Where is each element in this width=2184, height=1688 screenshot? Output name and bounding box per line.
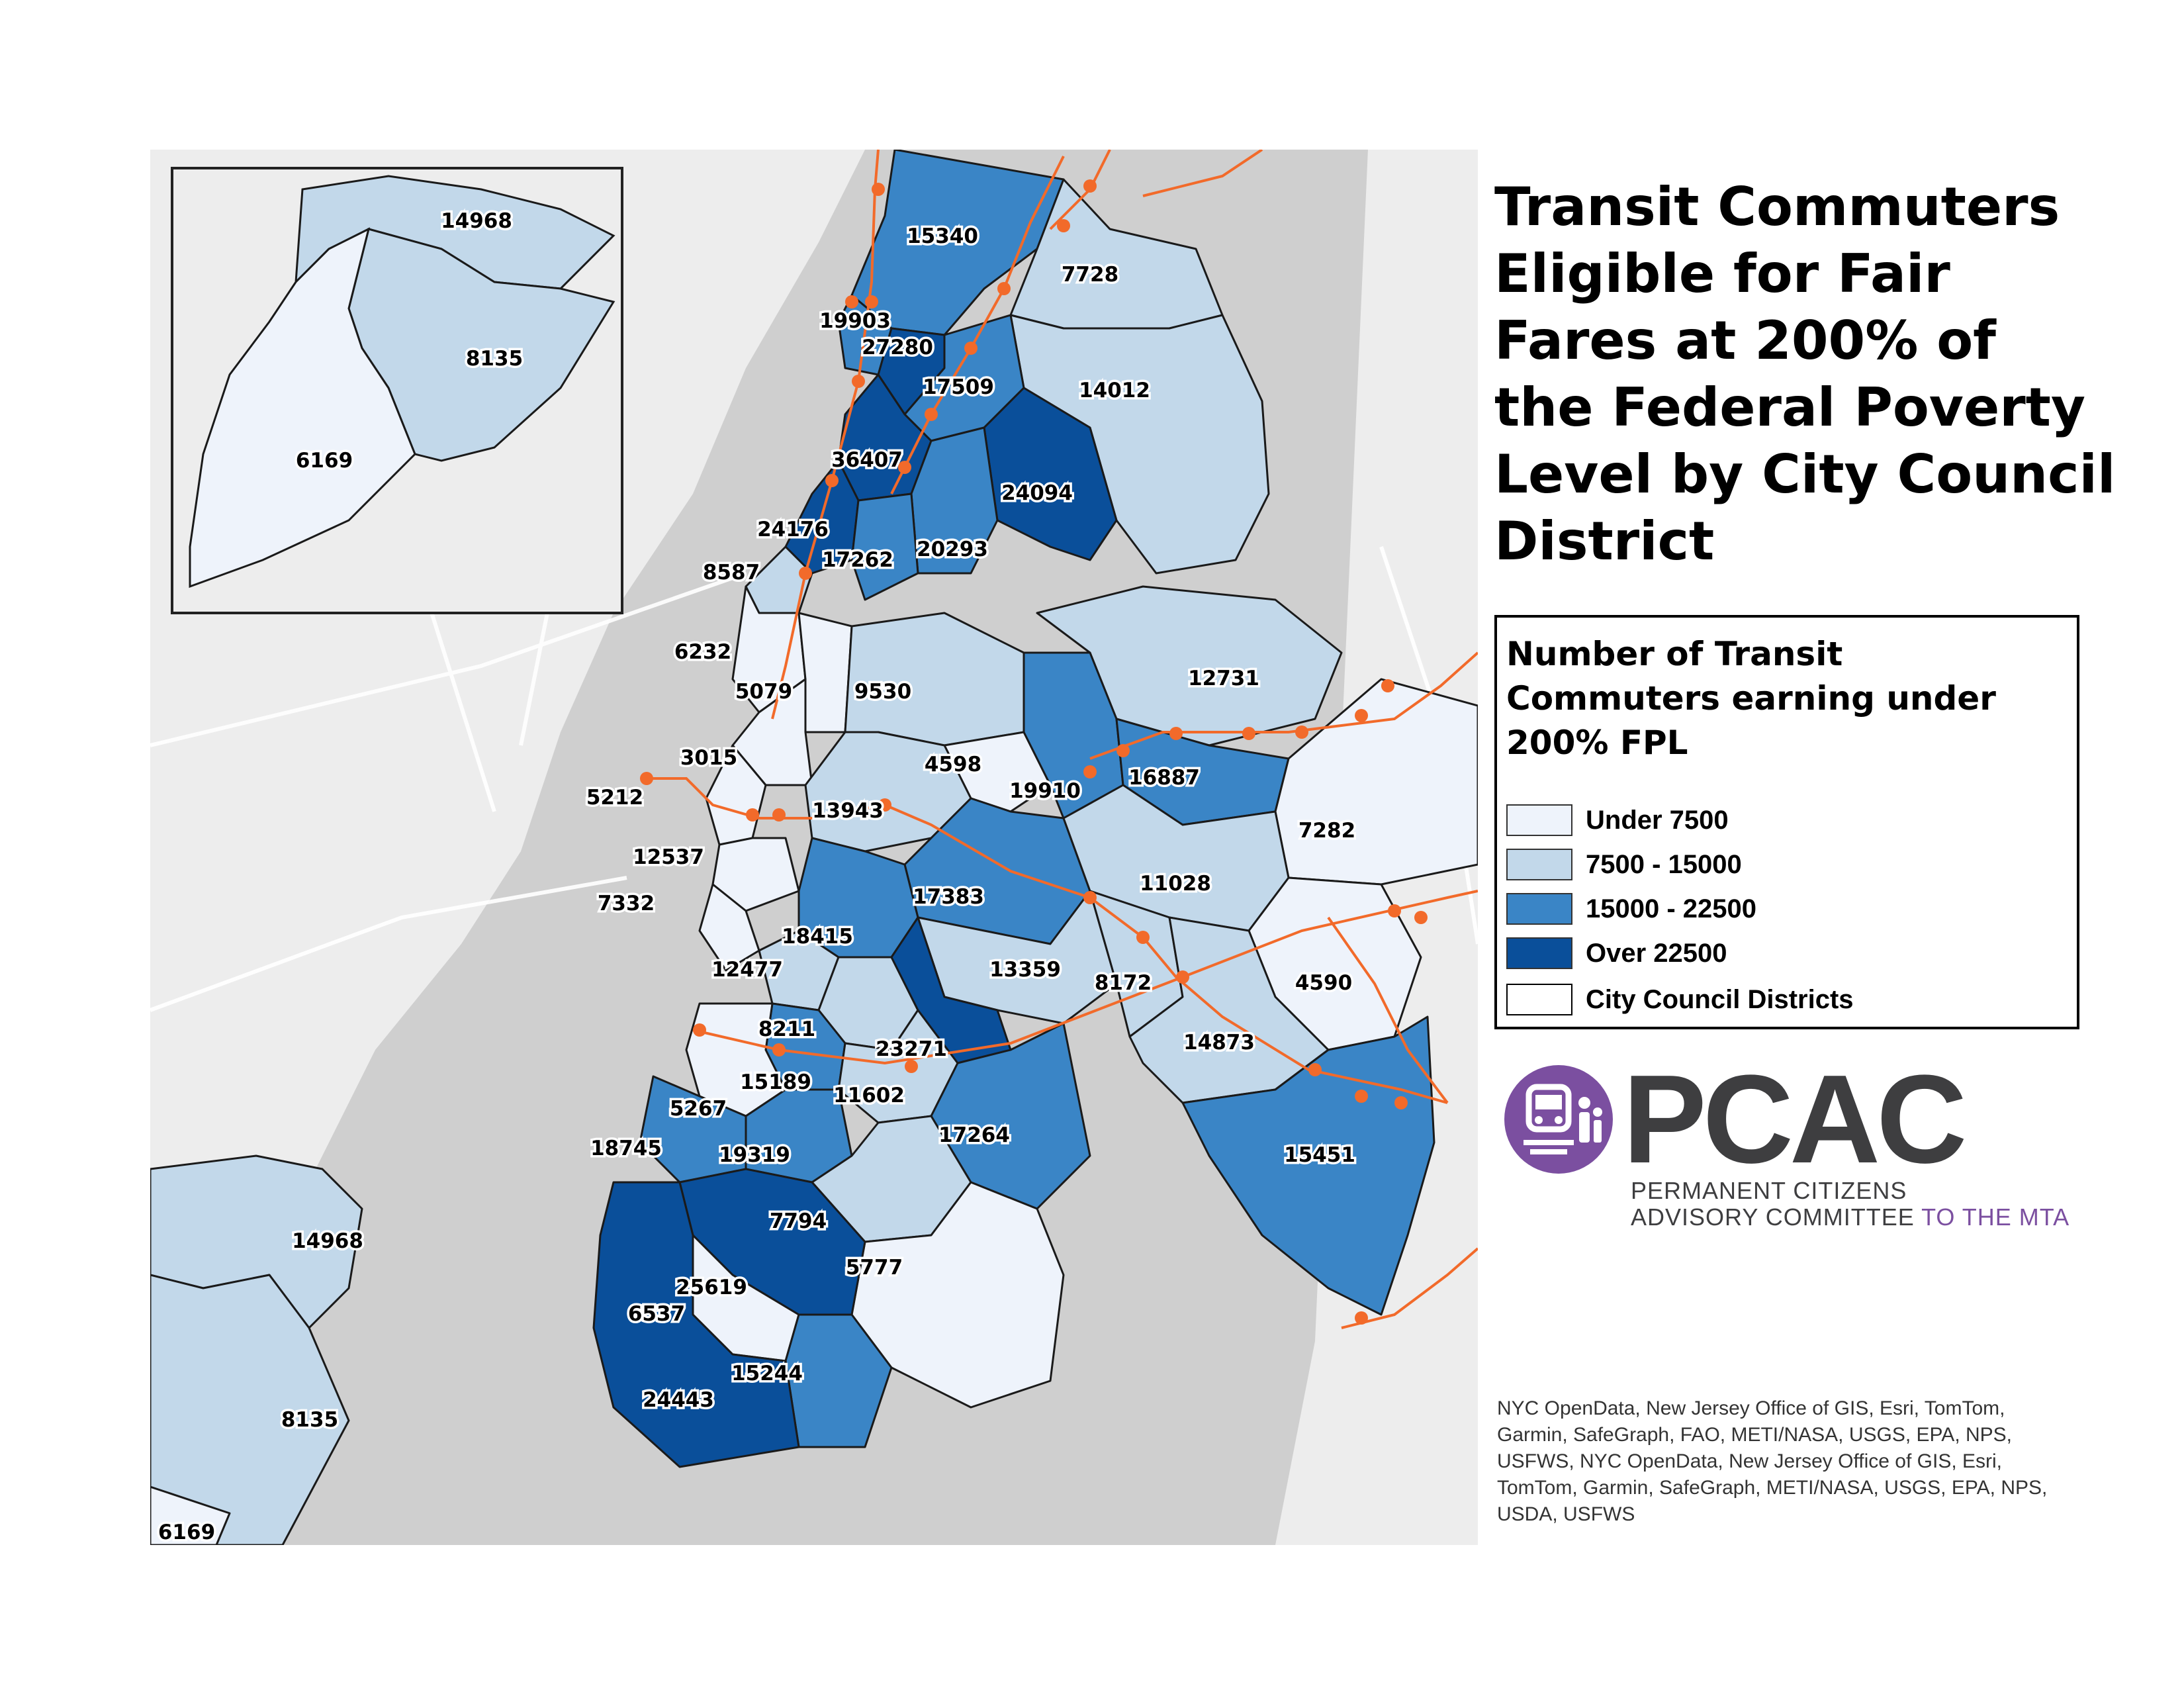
label-5212: 5212 xyxy=(586,786,643,810)
transit-stations xyxy=(640,179,1428,1325)
title-line-5: Level by City Council xyxy=(1494,444,2116,505)
title-line-3: Fares at 200% of xyxy=(1494,310,1996,371)
label-24094: 24094 xyxy=(1001,481,1073,505)
logo-tagline-2-accent: TO THE MTA xyxy=(1921,1203,2070,1231)
label-19903: 19903 xyxy=(819,309,891,333)
map-legend: Number of Transit Commuters earning unde… xyxy=(1494,615,2079,1029)
legend-title: Number of Transit Commuters earning unde… xyxy=(1506,632,1996,765)
label-8587: 8587 xyxy=(703,561,760,585)
label-4598: 4598 xyxy=(925,753,981,776)
label-24443: 24443 xyxy=(643,1388,714,1412)
district-polygons xyxy=(150,150,1478,1545)
city-council-district-map: 14968 8135 6169 15340 7728 19903 27280 1… xyxy=(150,150,1478,1545)
legend-label: Under 7500 xyxy=(1586,806,1729,835)
label-5079: 5079 xyxy=(735,680,792,704)
label-8135: 8135 xyxy=(281,1408,338,1432)
district-5079 xyxy=(797,612,853,733)
label-13943: 13943 xyxy=(812,799,884,823)
legend-label: 7500 - 15000 xyxy=(1586,850,1742,879)
label-7282: 7282 xyxy=(1298,819,1355,843)
label-9530: 9530 xyxy=(854,680,911,704)
map-title: Transit Commuters Eligible for Fair Fare… xyxy=(1494,173,2156,575)
logo-tagline-2-main: ADVISORY COMMITTEE xyxy=(1631,1203,1922,1231)
legend-label: Over 22500 xyxy=(1586,939,1727,968)
train-icon xyxy=(1504,1065,1613,1174)
label-13359: 13359 xyxy=(989,958,1061,982)
label-8211: 8211 xyxy=(758,1017,815,1041)
label-17262: 17262 xyxy=(822,548,893,572)
title-line-4: the Federal Poverty xyxy=(1494,377,2086,438)
label-6169: 6169 xyxy=(158,1521,215,1544)
inset-label-14968: 14968 xyxy=(441,209,512,233)
legend-label: 15000 - 22500 xyxy=(1586,894,1757,923)
label-25619: 25619 xyxy=(676,1276,747,1299)
label-16887: 16887 xyxy=(1128,766,1200,790)
label-19910: 19910 xyxy=(1009,779,1081,803)
label-14873: 14873 xyxy=(1183,1031,1255,1055)
label-14968: 14968 xyxy=(292,1229,363,1253)
title-line-1: Transit Commuters xyxy=(1494,176,2060,238)
label-5267: 5267 xyxy=(670,1097,727,1121)
label-27280: 27280 xyxy=(862,336,933,359)
label-3015: 3015 xyxy=(680,746,737,770)
label-11028: 11028 xyxy=(1140,872,1211,896)
label-7728: 7728 xyxy=(1062,263,1118,287)
label-17509: 17509 xyxy=(923,375,994,399)
legend-title-line-2: Commuters earning under xyxy=(1506,679,1996,718)
title-line-6: District xyxy=(1494,510,1715,572)
district-7332 xyxy=(698,883,760,972)
source-credits: NYC OpenData, New Jersey Office of GIS, … xyxy=(1497,1397,2048,1525)
label-7794: 7794 xyxy=(770,1209,827,1233)
legend-swatch xyxy=(1506,804,1572,836)
label-12731: 12731 xyxy=(1188,667,1259,690)
legend-swatch xyxy=(1506,937,1572,969)
pcac-logo: PCAC PERMANENT CITIZENS ADVISORY COMMITT… xyxy=(1504,1056,2069,1238)
label-15189: 15189 xyxy=(740,1070,811,1094)
label-36407: 36407 xyxy=(831,448,903,472)
label-24176: 24176 xyxy=(757,518,829,541)
label-20293: 20293 xyxy=(917,538,988,561)
title-line-2: Eligible for Fair xyxy=(1494,243,1950,305)
district-24443 xyxy=(592,1181,800,1468)
legend-swatch xyxy=(1506,849,1572,880)
logo-tagline-2: ADVISORY COMMITTEE TO THE MTA xyxy=(1631,1203,2070,1231)
district-8135 xyxy=(150,1274,350,1545)
logo-wordmark: PCAC xyxy=(1623,1049,1967,1190)
legend-swatch xyxy=(1506,984,1572,1015)
district-labels: 14968 8135 6169 15340 7728 19903 27280 1… xyxy=(156,207,1357,1546)
label-11602: 11602 xyxy=(833,1084,905,1107)
label-6537: 6537 xyxy=(628,1302,685,1326)
label-17383: 17383 xyxy=(913,885,984,909)
label-12477: 12477 xyxy=(711,958,783,982)
label-7332: 7332 xyxy=(598,892,655,915)
legend-title-line-3: 200% FPL xyxy=(1506,724,1688,762)
label-23271: 23271 xyxy=(876,1037,947,1061)
legend-swatch xyxy=(1506,893,1572,925)
legend-title-line-1: Number of Transit xyxy=(1506,635,1843,673)
inset-label-8135: 8135 xyxy=(466,347,523,371)
district-15451 xyxy=(1181,1015,1435,1316)
label-18745: 18745 xyxy=(590,1137,662,1160)
inset-label-6169: 6169 xyxy=(296,449,353,473)
inset-district-6169 xyxy=(189,227,416,588)
label-5777: 5777 xyxy=(846,1256,903,1280)
staten-island-inset xyxy=(171,167,623,614)
district-17262 xyxy=(850,492,919,601)
logo-tagline-1: PERMANENT CITIZENS xyxy=(1631,1177,1907,1204)
label-6232: 6232 xyxy=(674,640,731,664)
label-4590: 4590 xyxy=(1295,971,1352,995)
label-12537: 12537 xyxy=(633,845,704,869)
label-8172: 8172 xyxy=(1095,971,1152,995)
label-14012: 14012 xyxy=(1079,379,1150,402)
label-19319: 19319 xyxy=(719,1143,790,1167)
label-18415: 18415 xyxy=(782,925,853,949)
label-15340: 15340 xyxy=(907,224,978,248)
label-15451: 15451 xyxy=(1284,1143,1355,1167)
district-6169 xyxy=(150,1485,231,1545)
label-17264: 17264 xyxy=(938,1123,1010,1147)
label-15244: 15244 xyxy=(731,1362,803,1385)
legend-label: City Council Districts xyxy=(1586,985,1854,1014)
